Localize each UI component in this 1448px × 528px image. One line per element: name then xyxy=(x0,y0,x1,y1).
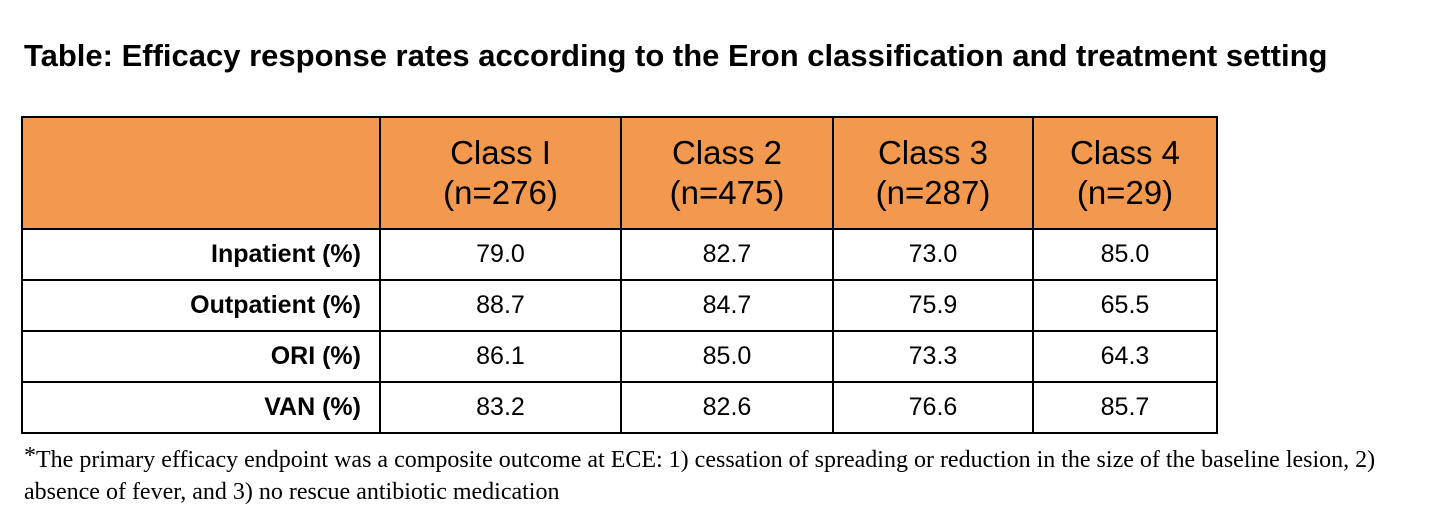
row-label: Inpatient (%) xyxy=(21,228,381,281)
table-cell: 84.7 xyxy=(620,279,834,332)
table-cell: 85.0 xyxy=(1032,228,1218,281)
table-cell: 82.7 xyxy=(620,228,834,281)
table-title: Table: Efficacy response rates according… xyxy=(24,38,1328,73)
table-cell: 85.0 xyxy=(620,330,834,383)
table-cell: 88.7 xyxy=(379,279,622,332)
column-sample-size: (n=475) xyxy=(669,174,785,211)
table-cell: 65.5 xyxy=(1032,279,1218,332)
column-name: Class I xyxy=(450,134,551,171)
table-cell: 82.6 xyxy=(620,381,834,434)
table-cell: 73.3 xyxy=(832,330,1034,383)
row-label: Outpatient (%) xyxy=(21,279,381,332)
column-name: Class 3 xyxy=(877,134,989,171)
header-class-1: Class I (n=276) xyxy=(379,116,622,230)
table-cell: 79.0 xyxy=(379,228,622,281)
table-cell: 73.0 xyxy=(832,228,1034,281)
table-row-inpatient: Inpatient (%) 79.0 82.7 73.0 85.0 xyxy=(21,228,1218,281)
column-name: Class 4 xyxy=(1069,134,1181,171)
table-cell: 64.3 xyxy=(1032,330,1218,383)
table-row-outpatient: Outpatient (%) 88.7 84.7 75.9 65.5 xyxy=(21,279,1218,332)
column-sample-size: (n=276) xyxy=(443,174,558,211)
table-cell: 75.9 xyxy=(832,279,1034,332)
header-class-4: Class 4 (n=29) xyxy=(1032,116,1218,230)
table-header-row: Class I (n=276) Class 2 (n=475) Class 3 … xyxy=(21,116,1218,230)
row-label: ORI (%) xyxy=(21,330,381,383)
header-class-3: Class 3 (n=287) xyxy=(832,116,1034,230)
table-cell: 86.1 xyxy=(379,330,622,383)
header-empty-cell xyxy=(21,116,381,230)
table-footnote: *The primary efficacy endpoint was a com… xyxy=(24,440,1424,508)
efficacy-table: Class I (n=276) Class 2 (n=475) Class 3 … xyxy=(21,116,1218,434)
column-sample-size: (n=29) xyxy=(1076,174,1174,211)
row-label: VAN (%) xyxy=(21,381,381,434)
table-cell: 83.2 xyxy=(379,381,622,434)
table-row-van: VAN (%) 83.2 82.6 76.6 85.7 xyxy=(21,381,1218,434)
footnote-text: The primary efficacy endpoint was a comp… xyxy=(24,447,1376,505)
table-cell: 85.7 xyxy=(1032,381,1218,434)
column-name: Class 2 xyxy=(671,134,783,171)
footnote-marker: * xyxy=(24,443,36,469)
efficacy-table-container: Class I (n=276) Class 2 (n=475) Class 3 … xyxy=(21,116,1218,434)
column-sample-size: (n=287) xyxy=(875,174,991,211)
table-cell: 76.6 xyxy=(832,381,1034,434)
table-row-ori: ORI (%) 86.1 85.0 73.3 64.3 xyxy=(21,330,1218,383)
header-class-2: Class 2 (n=475) xyxy=(620,116,834,230)
